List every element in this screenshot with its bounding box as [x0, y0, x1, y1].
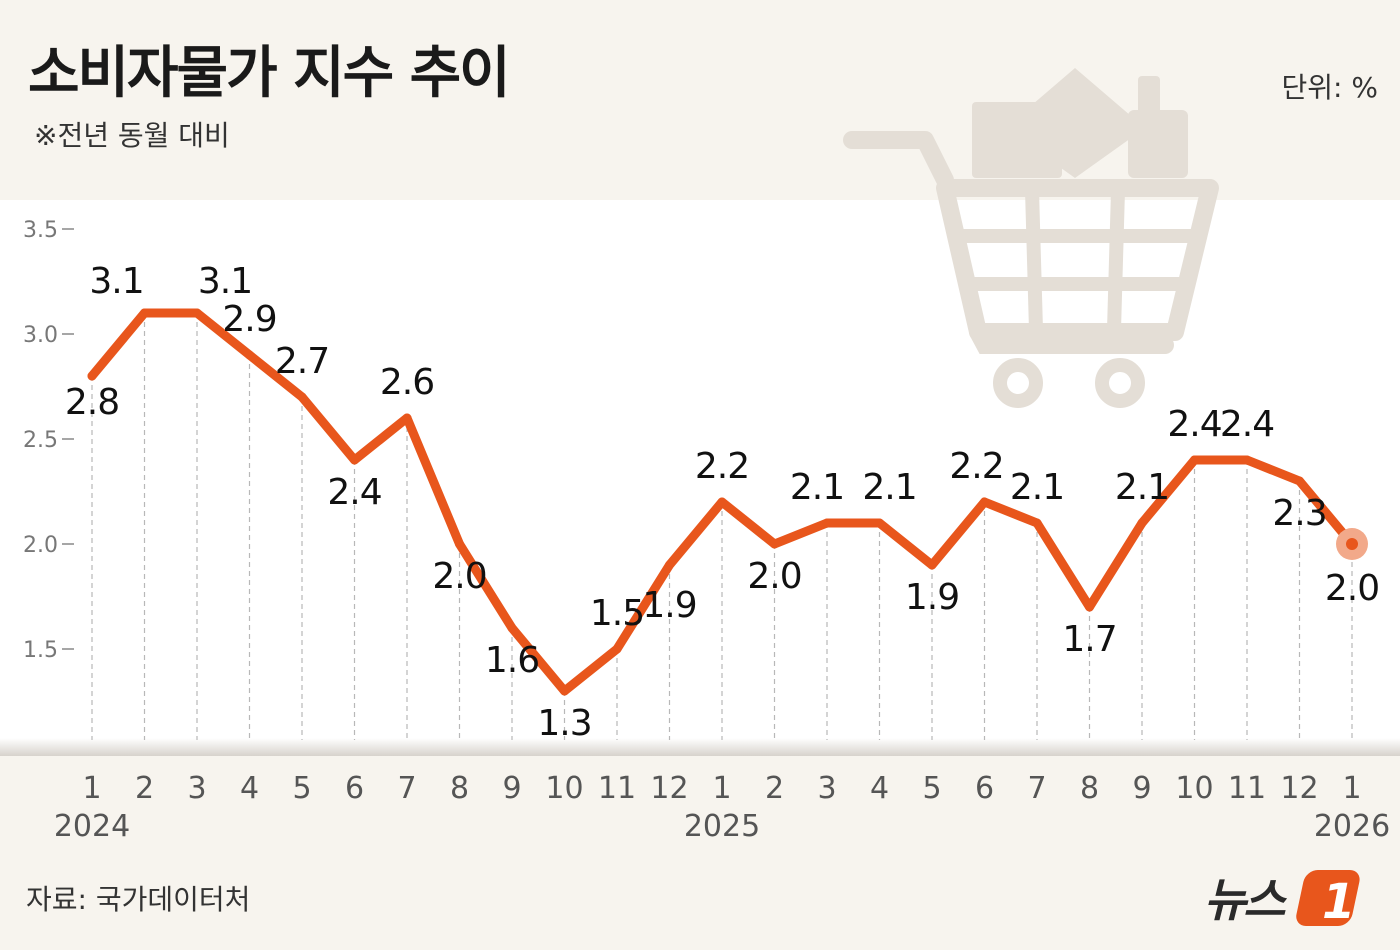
year-label: 2025 — [684, 809, 760, 844]
data-label: 3.1 — [89, 261, 143, 302]
x-tick-label: 4 — [240, 771, 259, 806]
x-tick-label: 8 — [450, 771, 469, 806]
y-tick-label: 1.5 — [23, 638, 58, 663]
data-label: 2.3 — [1272, 493, 1326, 534]
x-tick-label: 4 — [870, 771, 889, 806]
data-label: 2.0 — [432, 556, 486, 597]
x-tick-label: 3 — [187, 771, 206, 806]
data-label: 2.0 — [747, 556, 801, 597]
news1-logo: 뉴스 1 — [1204, 870, 1360, 930]
unit-label: 단위: % — [1281, 71, 1378, 104]
x-tick-label: 11 — [598, 771, 636, 806]
data-label: 2.1 — [1115, 467, 1169, 508]
data-point — [822, 518, 832, 528]
y-tick-label: 2.5 — [23, 428, 58, 453]
x-tick-label: 2 — [765, 771, 784, 806]
data-point — [192, 308, 202, 318]
data-label: 2.4 — [327, 472, 381, 513]
shopping-cart-icon — [843, 68, 1219, 408]
data-point — [1137, 518, 1147, 528]
data-point — [455, 539, 464, 549]
y-tick-label: 3.5 — [23, 218, 58, 243]
x-tick-label: 11 — [1228, 771, 1266, 806]
chart-subtitle: ※전년 동월 대비 — [34, 119, 230, 152]
data-point — [612, 644, 622, 654]
data-label: 2.1 — [862, 467, 916, 508]
data-point — [927, 560, 937, 570]
x-tick-label: 10 — [545, 771, 583, 806]
year-label: 2026 — [1314, 809, 1390, 844]
data-label: 2.2 — [949, 446, 1003, 487]
data-point — [350, 455, 359, 465]
data-label: 2.7 — [275, 341, 329, 382]
x-tick-label: 9 — [502, 771, 521, 806]
x-tick-label: 12 — [1280, 771, 1318, 806]
data-label: 2.4 — [1167, 404, 1221, 445]
x-tick-label: 1 — [82, 771, 101, 806]
data-label: 2.1 — [790, 467, 844, 508]
x-tick-label: 1 — [712, 771, 731, 806]
data-label: 1.9 — [642, 585, 696, 626]
x-tick-label: 6 — [975, 771, 994, 806]
svg-text:뉴스: 뉴스 — [1204, 873, 1287, 927]
data-label: 1.9 — [905, 577, 959, 618]
x-tick-label: 7 — [1027, 771, 1046, 806]
data-point — [297, 392, 307, 402]
data-label: 1.6 — [485, 640, 539, 681]
data-point — [717, 497, 727, 507]
data-label: 2.0 — [1325, 568, 1379, 609]
x-tick-label: 5 — [292, 771, 311, 806]
data-point — [140, 308, 149, 318]
plot-bottom-shadow — [0, 738, 1400, 756]
x-tick-label: 3 — [817, 771, 836, 806]
data-label: 2.9 — [222, 299, 276, 340]
data-point — [560, 686, 569, 696]
data-label: 2.4 — [1220, 404, 1274, 445]
x-tick-label: 9 — [1132, 771, 1151, 806]
data-point — [1085, 602, 1094, 612]
data-point — [1242, 455, 1252, 465]
x-tick-label: 5 — [922, 771, 941, 806]
year-label: 2024 — [54, 809, 130, 844]
data-point — [1346, 538, 1358, 550]
source-note: 자료: 국가데이터처 — [26, 883, 251, 916]
data-label: 1.3 — [537, 703, 591, 744]
data-point — [402, 413, 412, 423]
data-point — [245, 350, 254, 360]
svg-text:1: 1 — [1322, 874, 1355, 930]
data-label: 2.8 — [65, 382, 119, 423]
data-label: 1.5 — [590, 593, 644, 634]
data-point — [87, 371, 97, 381]
x-tick-label: 7 — [397, 771, 416, 806]
y-tick-label: 3.0 — [23, 323, 58, 348]
x-tick-label: 12 — [650, 771, 688, 806]
data-point — [1190, 455, 1199, 465]
page-title: 소비자물가 지수 추이 — [28, 41, 511, 106]
data-point — [1295, 476, 1304, 486]
data-label: 1.7 — [1062, 619, 1116, 660]
y-tick-label: 2.0 — [23, 533, 58, 558]
x-tick-label: 10 — [1175, 771, 1213, 806]
x-tick-label: 6 — [345, 771, 364, 806]
data-point — [665, 560, 674, 570]
data-label: 2.1 — [1010, 467, 1064, 508]
data-point — [770, 539, 779, 549]
data-point — [507, 623, 517, 633]
data-point — [1032, 518, 1042, 528]
data-point — [980, 497, 989, 507]
data-label: 2.6 — [380, 362, 434, 403]
data-label: 2.2 — [695, 446, 749, 487]
x-tick-label: 2 — [135, 771, 154, 806]
data-label: 3.1 — [198, 261, 252, 302]
x-tick-label: 1 — [1342, 771, 1361, 806]
data-point — [875, 518, 884, 528]
x-tick-label: 8 — [1080, 771, 1099, 806]
